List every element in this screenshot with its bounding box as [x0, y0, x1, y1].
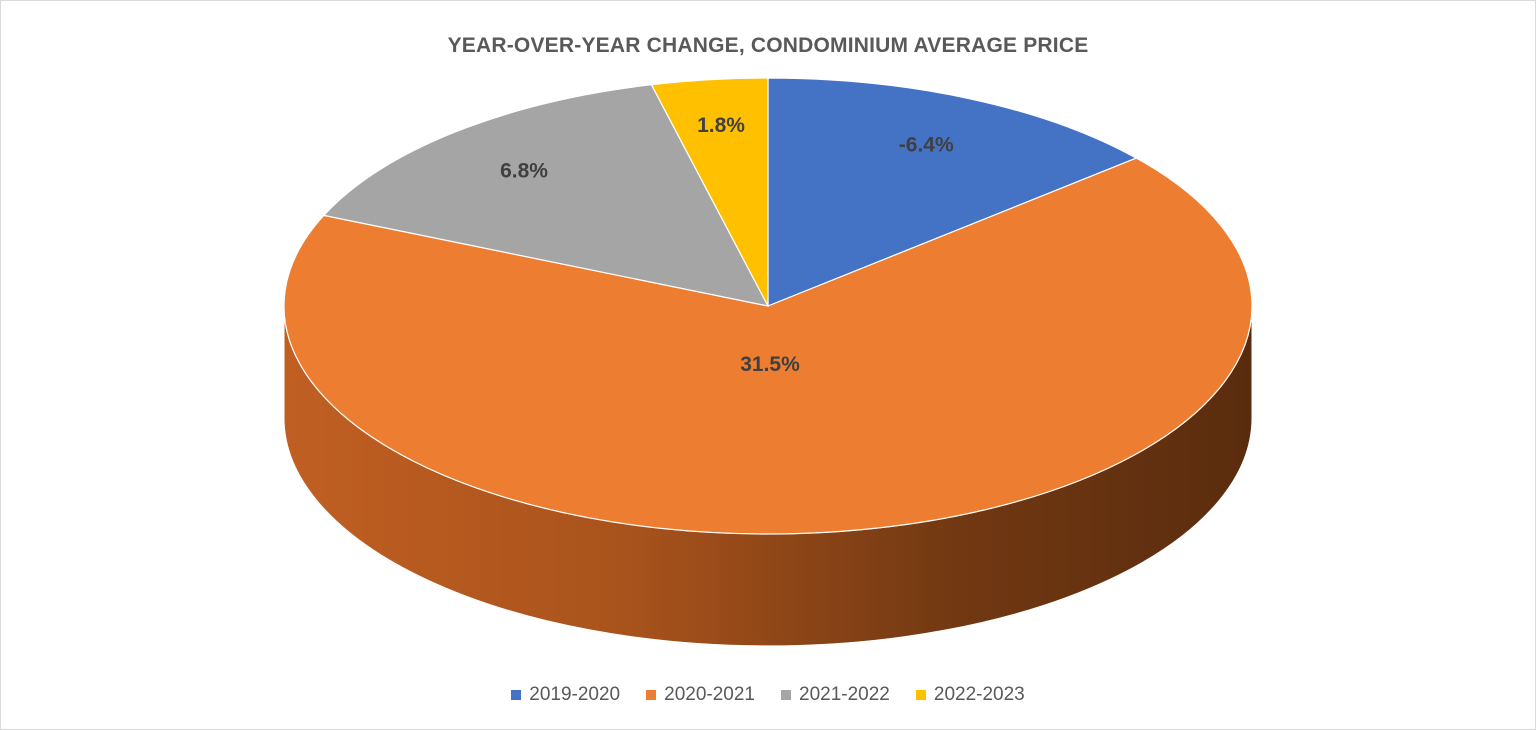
pie-slice-2019-2020 [767, 77, 1138, 307]
legend: 2019-2020 2020-2021 2021-2022 2022-2023 [0, 684, 1536, 706]
legend-label: 2022-2023 [933, 684, 1025, 705]
legend-entry-2019-2020: 2019-2020 [511, 684, 620, 706]
chart-title: YEAR-OVER-YEAR CHANGE, CONDOMINIUM AVERA… [447, 34, 1089, 57]
legend-entry-2022-2023: 2022-2023 [915, 684, 1025, 706]
legend-label: 2020-2021 [664, 684, 755, 705]
legend-label: 2019-2020 [529, 684, 621, 705]
data-label-2021-2022: 6.8% [500, 159, 548, 182]
pie-slice-2022-2023 [650, 77, 769, 307]
legend-swatch [511, 690, 522, 700]
legend-label: 2021-2022 [799, 684, 890, 705]
pie-slice-2021-2022 [322, 84, 770, 307]
pie-slice-2020-2021 [283, 157, 1253, 535]
legend-swatch [646, 690, 657, 700]
data-label-2022-2023: 1.8% [697, 114, 745, 137]
data-label-2020-2021: 31.5% [740, 353, 800, 376]
legend-swatch [915, 690, 926, 700]
legend-swatch [781, 690, 791, 700]
legend-entry-2020-2021: 2020-2021 [646, 684, 755, 706]
legend-entry-2021-2022: 2021-2022 [781, 684, 890, 706]
data-label-2019-2020: -6.4% [899, 134, 954, 157]
